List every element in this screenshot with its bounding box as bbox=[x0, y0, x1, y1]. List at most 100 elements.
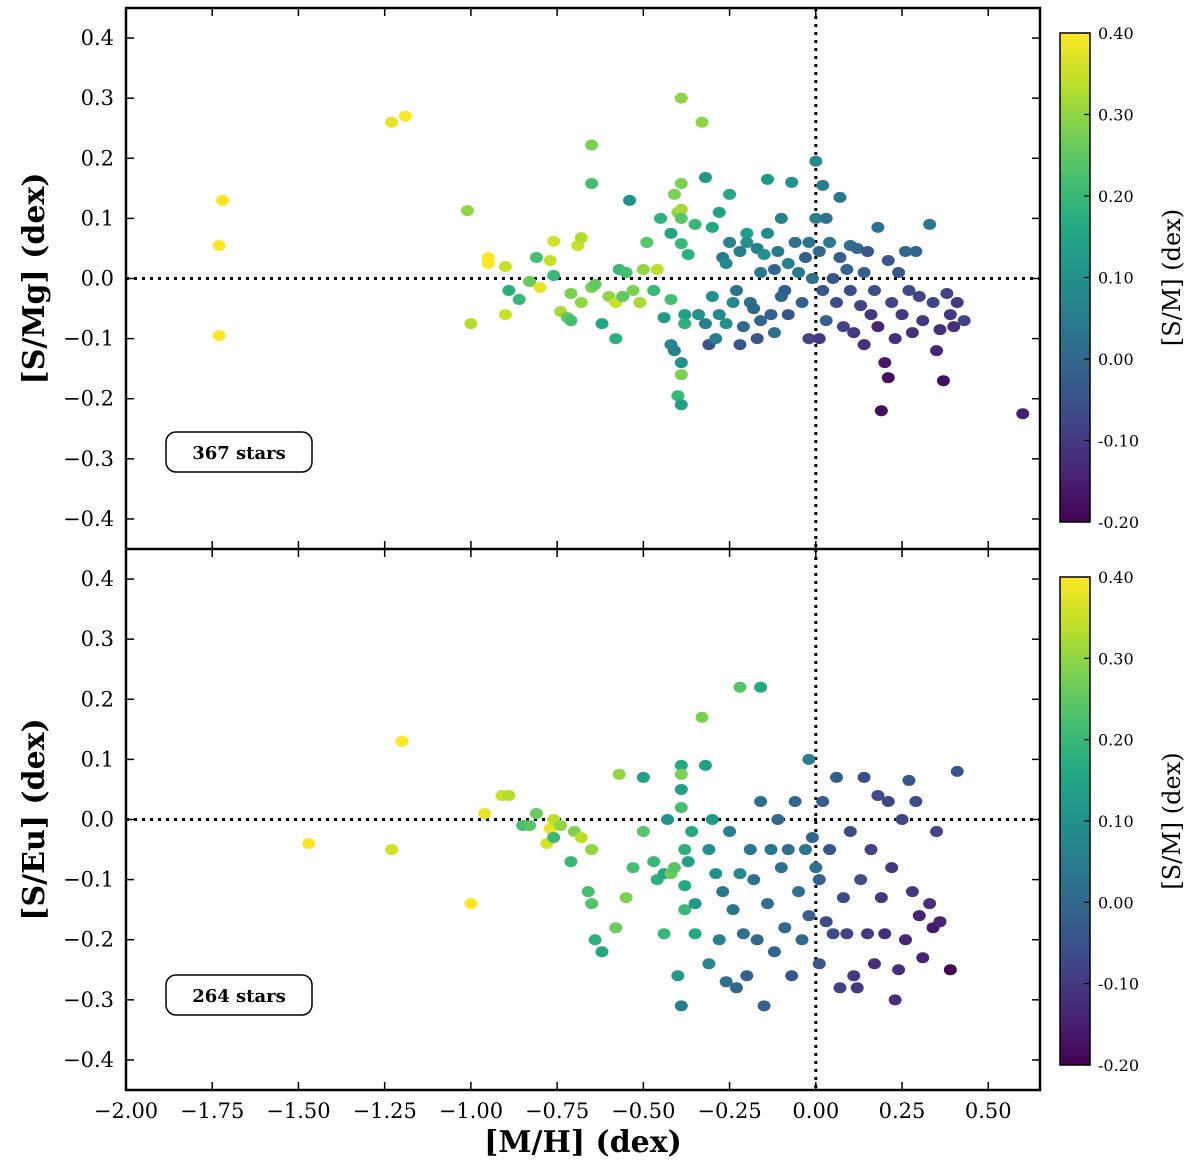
bottom-data-point bbox=[678, 844, 692, 856]
bottom-data-point bbox=[740, 970, 754, 982]
bottom-data-point bbox=[723, 826, 737, 838]
top-data-point bbox=[498, 309, 512, 321]
top-data-point bbox=[878, 357, 892, 369]
top-data-point bbox=[905, 327, 919, 339]
bottom-data-point bbox=[833, 982, 847, 994]
bottom-colorbar-tick-label: 0.10 bbox=[1098, 812, 1134, 831]
bottom-ytick-label: 0.4 bbox=[81, 567, 114, 591]
bottom-colorbar-tick-label: -0.10 bbox=[1098, 975, 1139, 994]
top-data-point bbox=[616, 291, 630, 303]
top-data-point bbox=[547, 269, 561, 281]
top-data-point bbox=[623, 194, 637, 206]
top-data-point bbox=[805, 273, 819, 284]
top-ytick-label: 0.0 bbox=[81, 267, 114, 291]
top-data-point bbox=[654, 212, 668, 224]
top-data-point bbox=[819, 212, 833, 224]
bottom-data-point bbox=[754, 795, 768, 807]
top-colorbar-tick-label: 0.00 bbox=[1098, 350, 1134, 369]
top-data-point bbox=[698, 318, 712, 330]
bottom-ytick-label: 0.1 bbox=[81, 747, 114, 771]
top-data-point bbox=[771, 245, 785, 257]
top-ytick-label: −0.1 bbox=[63, 327, 114, 351]
bottom-data-point bbox=[585, 898, 599, 910]
bottom-data-point bbox=[761, 898, 775, 910]
bottom-data-point bbox=[826, 928, 840, 940]
bottom-data-point bbox=[709, 868, 723, 880]
bottom-data-point bbox=[688, 898, 702, 910]
top-colorbar-tick-label: 0.10 bbox=[1098, 269, 1134, 288]
top-data-point bbox=[778, 285, 792, 297]
bottom-data-point bbox=[647, 856, 661, 868]
top-data-point bbox=[957, 315, 971, 327]
top-data-point bbox=[767, 327, 781, 339]
top-data-point bbox=[757, 248, 771, 260]
top-data-point bbox=[861, 245, 875, 257]
top-data-point bbox=[795, 297, 809, 309]
bottom-data-point bbox=[674, 801, 688, 813]
bottom-count-box bbox=[165, 974, 313, 1016]
top-data-point bbox=[574, 232, 588, 244]
top-data-point bbox=[874, 405, 888, 417]
top-data-point bbox=[664, 227, 678, 239]
bottom-data-point bbox=[674, 768, 688, 780]
bottom-data-point bbox=[702, 958, 716, 970]
top-data-point bbox=[950, 297, 964, 309]
top-data-point bbox=[830, 297, 844, 309]
bottom-data-point bbox=[785, 970, 799, 982]
top-data-point bbox=[464, 318, 478, 330]
bottom-data-point bbox=[771, 814, 785, 825]
top-data-point bbox=[674, 238, 688, 250]
bottom-data-point bbox=[747, 874, 761, 886]
top-data-point bbox=[674, 92, 688, 104]
top-data-point bbox=[729, 285, 743, 297]
top-data-point bbox=[840, 263, 854, 275]
top-data-point bbox=[398, 110, 412, 122]
top-data-point bbox=[212, 239, 226, 251]
bottom-data-point bbox=[933, 916, 947, 928]
bottom-data-point bbox=[754, 681, 768, 693]
bottom-data-point bbox=[588, 934, 602, 946]
bottom-data-point bbox=[750, 934, 764, 946]
top-data-point bbox=[671, 390, 685, 402]
top-data-point bbox=[698, 172, 712, 184]
bottom-ytick-label: −0.2 bbox=[63, 928, 114, 952]
top-data-point bbox=[674, 212, 688, 224]
bottom-data-point bbox=[823, 844, 837, 856]
top-data-point bbox=[674, 178, 688, 190]
top-data-point bbox=[667, 345, 681, 357]
top-data-point bbox=[385, 116, 399, 128]
top-data-point bbox=[930, 345, 944, 357]
top-data-point bbox=[909, 245, 923, 257]
top-colorbar-label: [S/M] (dex) bbox=[1158, 209, 1186, 346]
bottom-data-point bbox=[916, 952, 930, 964]
bottom-data-point bbox=[798, 844, 812, 856]
top-colorbar-tick-label: 0.40 bbox=[1098, 24, 1134, 43]
bottom-data-point bbox=[695, 711, 709, 723]
top-data-point bbox=[788, 236, 802, 248]
bottom-data-point bbox=[830, 771, 844, 783]
top-data-point bbox=[902, 285, 916, 297]
top-data-point bbox=[895, 309, 909, 321]
top-data-point bbox=[726, 297, 740, 309]
bottom-star-count: 264 stars bbox=[192, 986, 286, 1007]
top-data-point bbox=[216, 194, 230, 206]
top-data-point bbox=[812, 245, 826, 257]
bottom-data-point bbox=[874, 892, 888, 904]
bottom-xtick-label: −1.25 bbox=[352, 1099, 416, 1123]
frame: [M/H] (dex) bbox=[124, 6, 1042, 1160]
top-data-point bbox=[836, 321, 850, 333]
top-data-point bbox=[595, 318, 609, 330]
bottom-xtick-label: −1.50 bbox=[266, 1099, 330, 1123]
top-data-point bbox=[754, 266, 768, 278]
bottom-data-point bbox=[733, 681, 747, 693]
top-data-point bbox=[871, 221, 885, 233]
bottom-ytick-label: 0.2 bbox=[81, 687, 114, 711]
top-data-point bbox=[802, 333, 816, 345]
top-data-point bbox=[843, 285, 857, 297]
top-data-point bbox=[833, 251, 847, 263]
top-data-point bbox=[871, 321, 885, 333]
top-ylabel: [S/Mg] (dex) bbox=[17, 173, 52, 385]
top-data-point bbox=[709, 333, 723, 345]
top-data-point bbox=[867, 285, 881, 297]
bottom-colorbar-tick-label: 0.20 bbox=[1098, 731, 1134, 750]
